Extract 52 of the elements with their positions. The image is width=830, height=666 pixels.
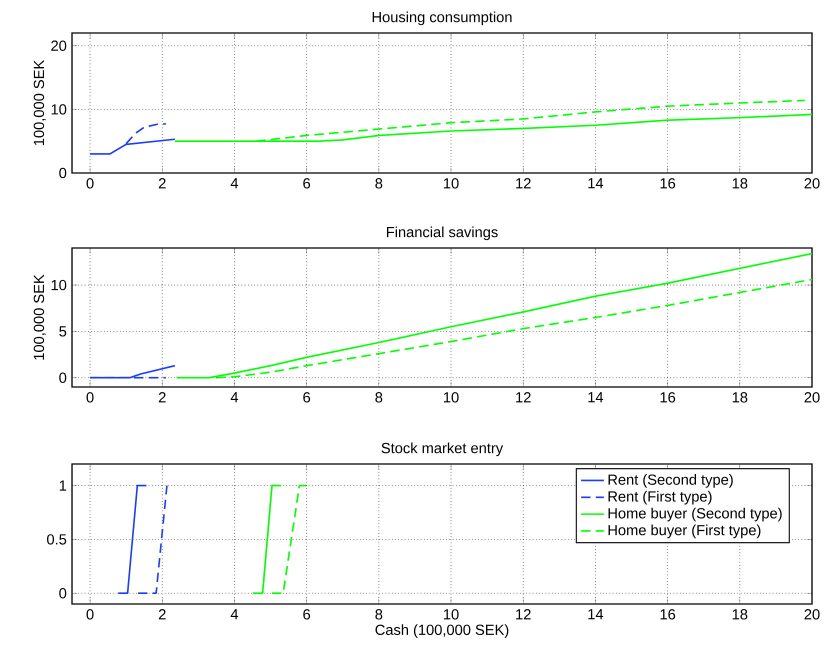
y-tick-label: 5: [59, 326, 66, 337]
x-tick-label: 4: [230, 178, 238, 188]
x-tick-label: 6: [303, 609, 310, 620]
y-tick-label: 0: [59, 372, 66, 383]
legend-label: Home buyer (First type): [608, 524, 760, 538]
y-tick-label: 10: [52, 280, 66, 290]
y-tick-label: 0: [59, 588, 66, 598]
x-tick-label: 10: [444, 392, 459, 403]
x-tick-label: 2: [158, 609, 166, 620]
y-axis-title: 100,000 SEK: [34, 60, 46, 146]
x-tick-label: 12: [516, 178, 531, 188]
x-tick-label: 16: [660, 178, 676, 189]
chart-title: Stock market entry: [382, 442, 504, 456]
x-tick-label: 12: [516, 609, 531, 620]
x-tick-label: 14: [588, 609, 604, 620]
x-tick-label: 18: [732, 392, 748, 403]
x-tick-label: 8: [375, 609, 382, 620]
x-tick-label: 8: [375, 392, 382, 403]
x-tick-label: 16: [660, 392, 676, 403]
x-tick-label: 0: [86, 178, 94, 189]
legend-label: Home buyer (Second type): [608, 508, 782, 522]
x-tick-label: 0: [86, 609, 94, 620]
x-tick-label: 10: [444, 609, 459, 620]
x-tick-label: 18: [732, 609, 748, 620]
y-tick-label: 0: [59, 168, 66, 178]
x-tick-label: 20: [804, 178, 820, 189]
x-tick-label: 18: [732, 178, 748, 189]
legend-label: Rent (Second type): [608, 474, 733, 488]
x-tick-label: 12: [516, 392, 531, 402]
x-tick-label: 20: [804, 392, 820, 403]
chart-title: Financial savings: [386, 226, 498, 240]
x-tick-label: 20: [804, 609, 820, 620]
x-tick-label: 4: [230, 392, 238, 402]
x-tick-label: 2: [158, 392, 166, 402]
y-tick-label: 1: [60, 480, 66, 491]
x-tick-label: 10: [444, 178, 459, 189]
x-tick-label: 0: [86, 392, 94, 403]
x-tick-label: 16: [660, 609, 676, 620]
y-tick-label: 10: [52, 104, 66, 115]
y-tick-label: 20: [51, 40, 66, 51]
y-axis-title: 100,000 SEK: [34, 274, 46, 360]
x-tick-label: 6: [303, 392, 310, 403]
legend-label: Rent (First type): [608, 490, 712, 505]
x-tick-label: 2: [158, 178, 166, 188]
x-tick-label: 14: [588, 392, 604, 402]
x-tick-label: 4: [230, 609, 238, 620]
x-axis-title: Cash (100,000 SEK): [376, 624, 508, 638]
chart-title: Housing consumption: [372, 12, 512, 26]
x-tick-label: 8: [375, 178, 382, 189]
x-tick-label: 6: [303, 178, 310, 189]
y-tick-label: 0.5: [47, 534, 66, 545]
x-tick-label: 14: [588, 178, 604, 188]
